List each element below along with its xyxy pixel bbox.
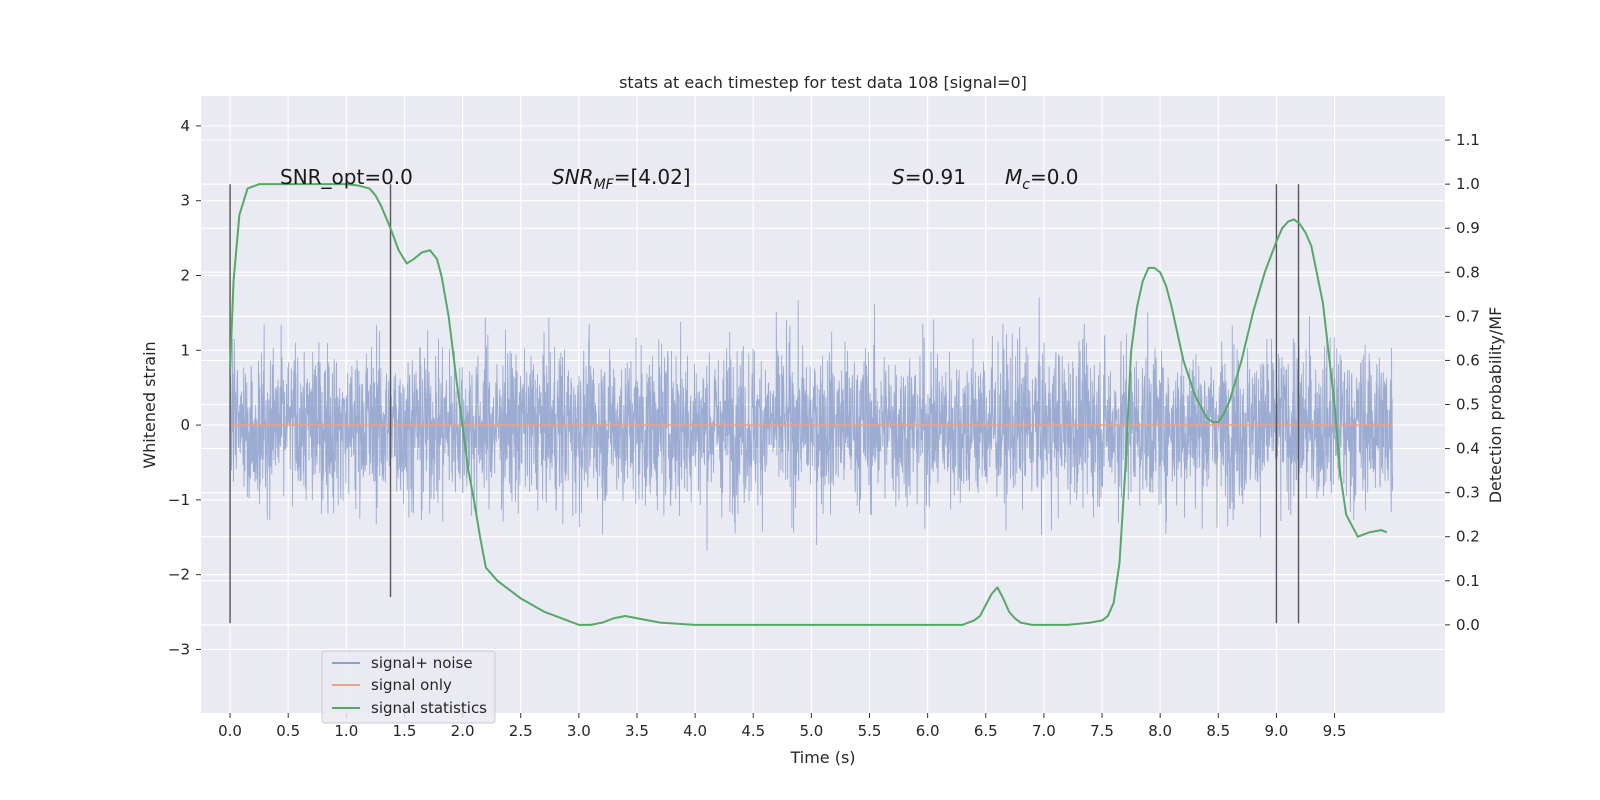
signal-statistics-line — [229, 183, 1388, 626]
right-tick-label: 0.9 — [1456, 219, 1480, 237]
x-tick-label: 3.0 — [567, 722, 591, 740]
snr-mf-value: =[4.02] — [614, 165, 691, 189]
x-tick-label: 0.5 — [276, 722, 300, 740]
noise-line — [229, 297, 1394, 551]
x-tick-label: 2.5 — [509, 722, 533, 740]
x-tick-label: 2.0 — [451, 722, 475, 740]
snr-mf-subscript: MF — [594, 177, 615, 193]
mc-value: =0.0 — [1030, 165, 1079, 189]
y-tick-label: 1 — [180, 341, 190, 359]
right-tick-label: 0.3 — [1456, 484, 1480, 502]
y-tick-label: 0 — [180, 416, 190, 434]
right-tick-label: 0.8 — [1456, 263, 1480, 281]
vertical-markers — [229, 184, 1300, 624]
right-tick-label: 0.7 — [1456, 307, 1480, 325]
x-tick-label: 1.5 — [393, 722, 417, 740]
y-axis-ticks: −3 −2 −1 0 1 2 3 4 — [168, 117, 201, 658]
y-tick-label: 3 — [180, 192, 190, 210]
y-tick-label: −2 — [168, 566, 190, 584]
legend-label-signal: signal only — [371, 676, 452, 694]
x-tick-label: 1.0 — [334, 722, 358, 740]
signal-statistics-series — [229, 183, 1388, 626]
noise-series — [229, 297, 1394, 551]
snr-mf-annotation: SNRMF=[4.02] — [552, 165, 691, 193]
s-value: =0.91 — [905, 165, 966, 189]
x-tick-label: 7.0 — [1032, 722, 1056, 740]
x-tick-label: 6.0 — [916, 722, 940, 740]
y-tick-label: −3 — [168, 640, 190, 658]
right-axis-label: Detection probability/MF — [1486, 307, 1505, 504]
legend-label-noise: signal+ noise — [371, 654, 473, 672]
x-tick-label: 9.5 — [1323, 722, 1347, 740]
snr-mf-symbol: SNR — [552, 165, 594, 189]
y-tick-label: −1 — [168, 491, 190, 509]
right-tick-label: 1.1 — [1456, 131, 1480, 149]
y-tick-label: 2 — [180, 266, 190, 284]
right-tick-label: 0.2 — [1456, 528, 1480, 546]
x-tick-label: 3.5 — [625, 722, 649, 740]
chart-title: stats at each timestep for test data 108… — [619, 73, 1027, 92]
x-tick-label: 8.5 — [1206, 722, 1230, 740]
legend-box — [321, 650, 496, 724]
x-tick-label: 6.5 — [974, 722, 998, 740]
right-tick-label: 0.1 — [1456, 572, 1480, 590]
right-tick-label: 0.4 — [1456, 440, 1480, 458]
y-tick-label: 4 — [180, 117, 190, 135]
x-tick-label: 4.5 — [741, 722, 765, 740]
right-tick-label: 1.0 — [1456, 175, 1480, 193]
mc-annotation: Mc=0.0 — [1005, 165, 1079, 193]
x-tick-label: 4.0 — [683, 722, 707, 740]
x-tick-label: 5.0 — [799, 722, 823, 740]
mc-subscript: c — [1022, 177, 1030, 193]
mc-symbol: M — [1005, 165, 1022, 189]
legend: signal+ noise signal only signal statist… — [321, 650, 496, 724]
s-annotation: S=0.91 — [892, 165, 966, 189]
s-symbol: S — [892, 165, 905, 189]
right-tick-label: 0.6 — [1456, 351, 1480, 369]
right-axis-ticks: 0.0 0.1 0.2 0.3 0.4 0.5 0.6 0.7 0.8 0.9 1.0 1.1 — [1445, 131, 1480, 634]
right-tick-label: 0.5 — [1456, 396, 1480, 414]
x-tick-label: 5.5 — [858, 722, 882, 740]
y-axis-label: Whitened strain — [140, 341, 159, 468]
x-axis-ticks: 0.0 0.5 1.0 1.5 2.0 2.5 3.0 3.5 4.0 4.5 5.0 5.5 6.0 6… — [218, 713, 1346, 740]
x-tick-label: 8.0 — [1148, 722, 1172, 740]
snr-opt-annotation: SNR_opt=0.0 — [280, 165, 413, 189]
x-tick-label: 7.5 — [1090, 722, 1114, 740]
right-tick-label: 0.0 — [1456, 616, 1480, 634]
x-tick-label: 9.0 — [1264, 722, 1288, 740]
x-axis-label: Time (s) — [789, 748, 855, 767]
x-tick-label: 0.0 — [218, 722, 242, 740]
legend-label-stats: signal statistics — [371, 699, 487, 717]
